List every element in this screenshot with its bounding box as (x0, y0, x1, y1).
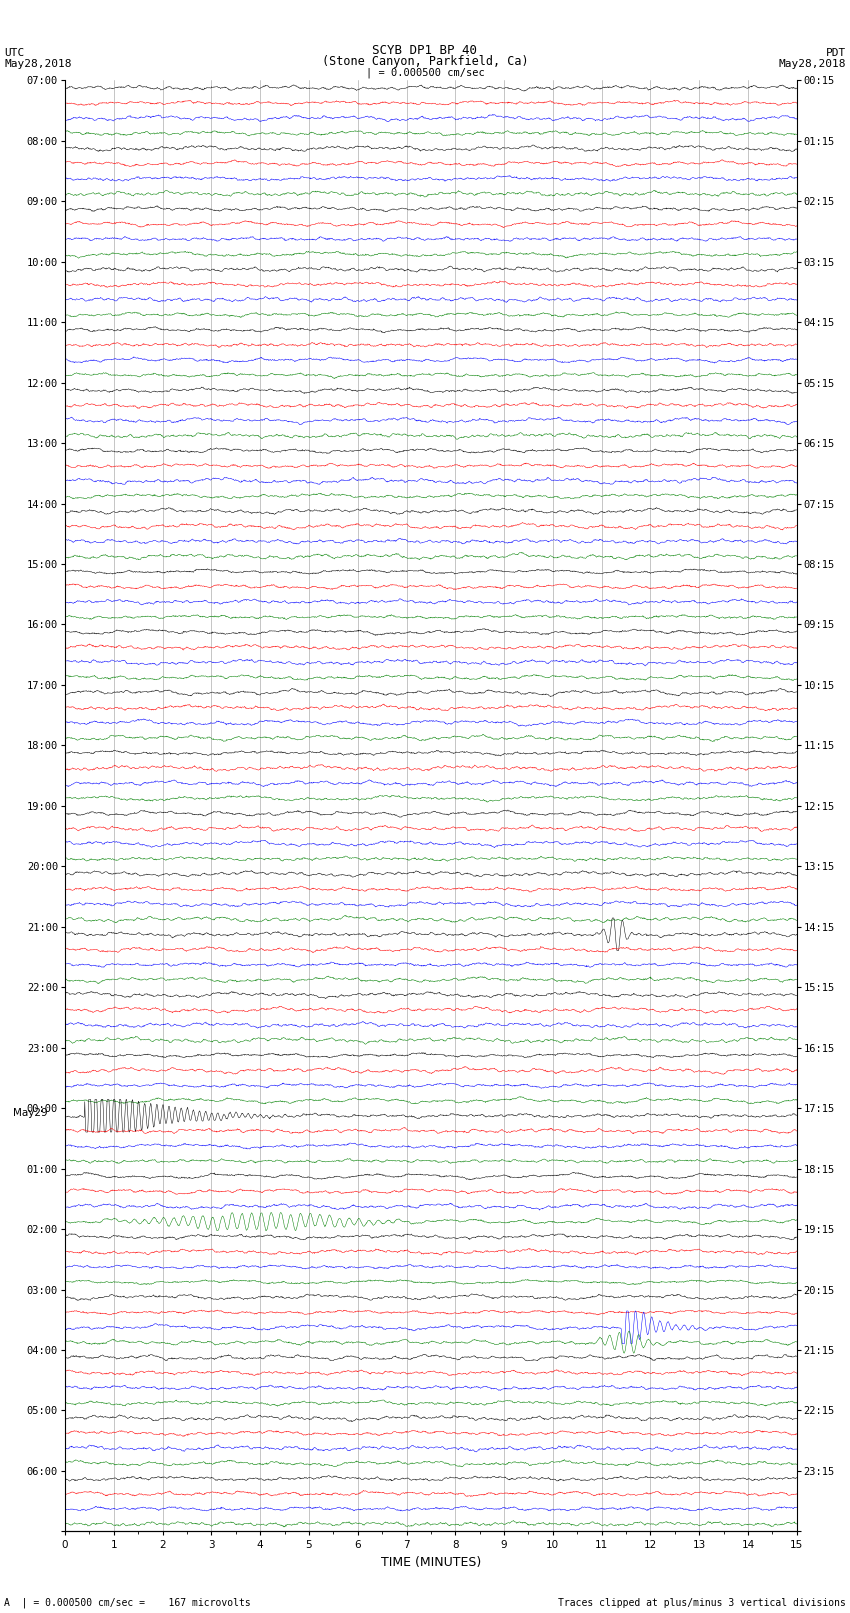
Text: SCYB DP1 BP 40: SCYB DP1 BP 40 (372, 44, 478, 58)
Text: UTC: UTC (4, 48, 25, 58)
Text: May28,2018: May28,2018 (779, 60, 846, 69)
Text: May29: May29 (14, 1108, 48, 1118)
Text: A  | = 0.000500 cm/sec =    167 microvolts: A | = 0.000500 cm/sec = 167 microvolts (4, 1597, 251, 1608)
Text: PDT: PDT (825, 48, 846, 58)
Text: (Stone Canyon, Parkfield, Ca): (Stone Canyon, Parkfield, Ca) (321, 55, 529, 68)
Text: May28,2018: May28,2018 (4, 60, 71, 69)
X-axis label: TIME (MINUTES): TIME (MINUTES) (381, 1557, 481, 1569)
Text: | = 0.000500 cm/sec: | = 0.000500 cm/sec (366, 68, 484, 77)
Text: Traces clipped at plus/minus 3 vertical divisions: Traces clipped at plus/minus 3 vertical … (558, 1598, 846, 1608)
